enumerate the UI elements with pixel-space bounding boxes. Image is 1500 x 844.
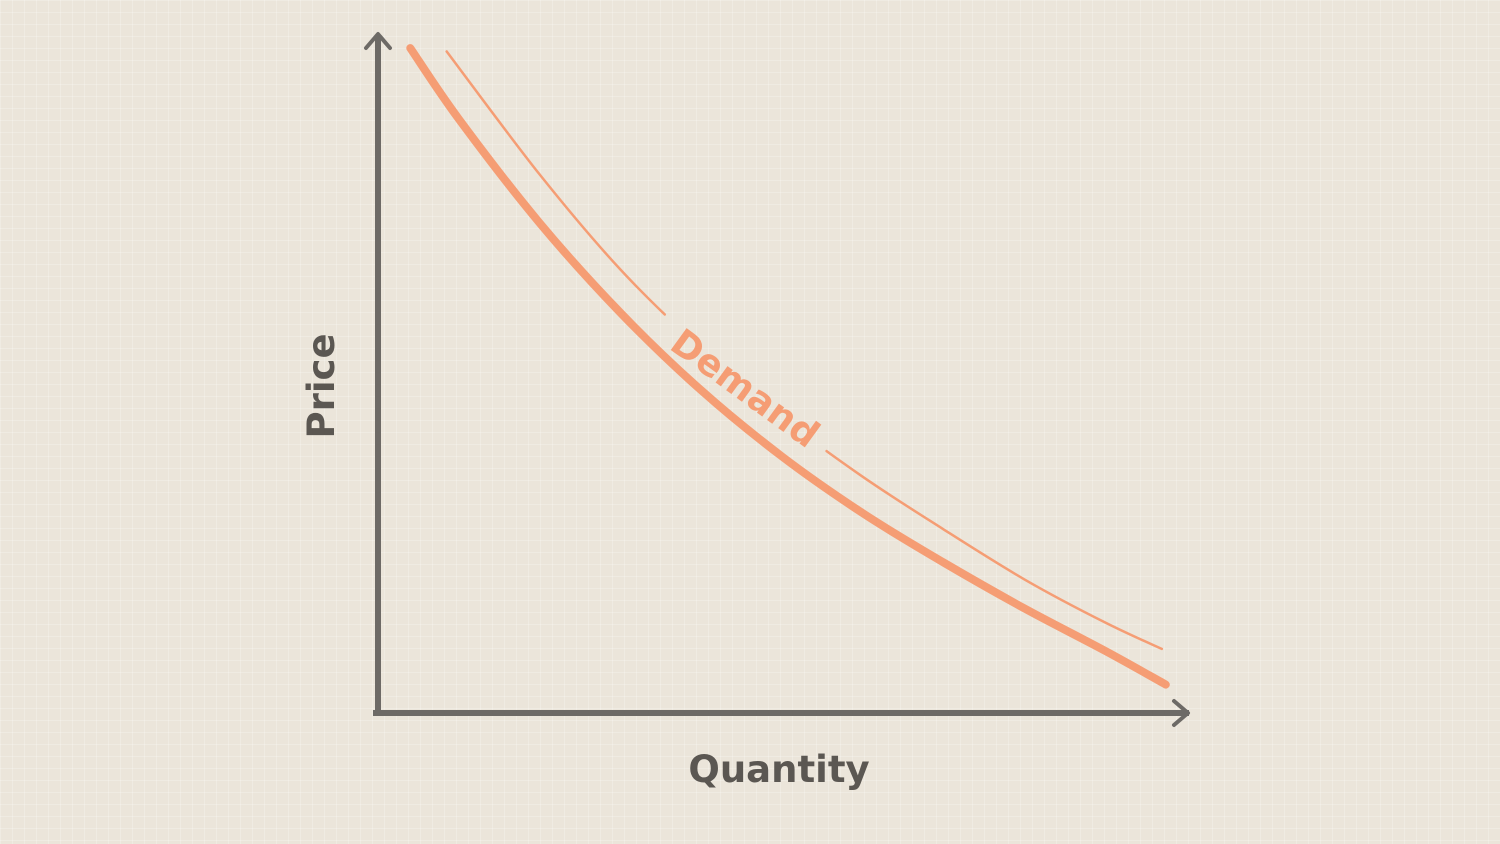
y-axis-title: Price xyxy=(300,333,343,438)
demand-curve xyxy=(406,44,1170,689)
demand-series-label: Demand xyxy=(663,320,828,456)
x-axis-title: Quantity xyxy=(688,748,869,791)
y-axis-arrowhead xyxy=(364,32,392,50)
x-axis-arrowhead xyxy=(1172,699,1190,727)
demand-label-curve xyxy=(445,50,1164,651)
